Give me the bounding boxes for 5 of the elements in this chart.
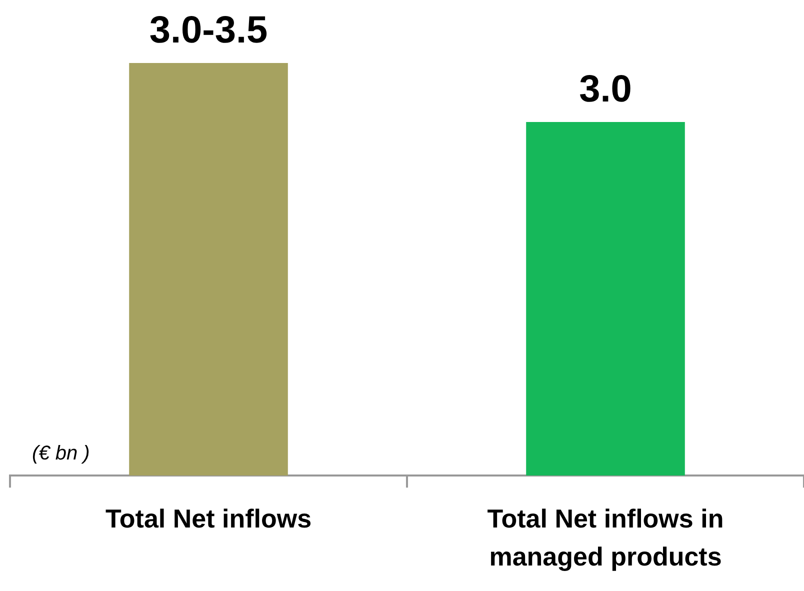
annotation: (€ bn ) <box>32 442 90 465</box>
x-tick-label: Total Net inflows <box>105 504 312 534</box>
data-label: 3.0-3.5 <box>149 9 268 52</box>
x-tick-label: Total Net inflows in managed products <box>487 504 724 572</box>
data-label: 3.0 <box>579 68 632 110</box>
